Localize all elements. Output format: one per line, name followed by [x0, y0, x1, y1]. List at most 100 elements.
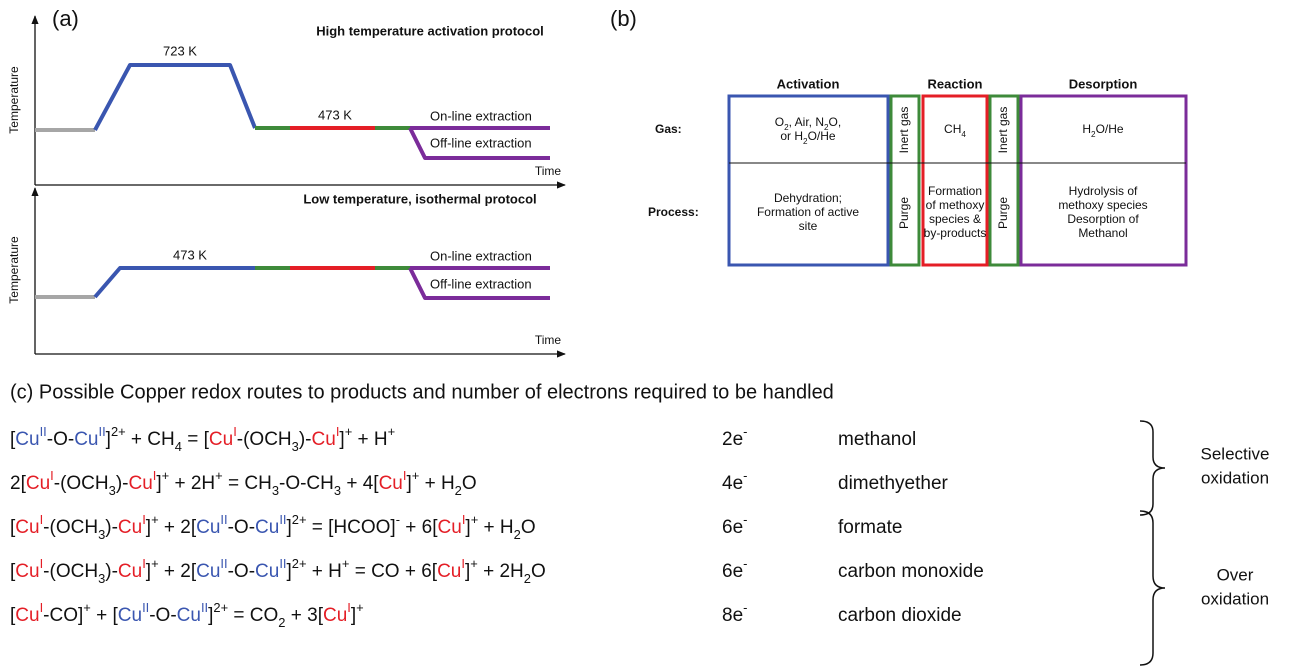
text-run: -O- — [149, 605, 176, 626]
text-run: ] — [146, 517, 151, 538]
text-run: 2+ — [213, 600, 228, 615]
text-run: 2 — [514, 527, 521, 542]
group-label: Over — [1217, 565, 1254, 584]
product-name: dimethyether — [838, 473, 949, 494]
activation-box — [727, 94, 890, 267]
text-run: + 2[ — [159, 517, 197, 538]
activation-segment — [93, 63, 257, 131]
text-run: ] — [156, 473, 161, 494]
text-run: ] — [287, 517, 292, 538]
cell-text: Inert gas — [897, 107, 911, 154]
text-run: , Air, N — [789, 115, 824, 129]
text-run: + — [151, 512, 159, 527]
temperature-label: 473 K — [318, 107, 352, 122]
text-run: + — [356, 600, 364, 615]
brace — [1139, 420, 1166, 516]
text-run: -O-CH — [279, 473, 334, 494]
text-run: 6e — [722, 517, 743, 538]
text-run: 2e — [722, 429, 743, 450]
purge-box — [889, 94, 921, 267]
text-run: Cu — [323, 605, 347, 626]
protocol-table: Gas: Process: — [648, 94, 1188, 267]
extraction-segment — [408, 126, 550, 160]
y-axis-label: Temperature — [7, 66, 21, 134]
text-run: Cu — [196, 561, 220, 582]
text-run: -(OCH — [43, 561, 98, 582]
text-run: I — [40, 512, 44, 527]
text-run: + H — [352, 429, 387, 450]
text-run: Formation of active — [757, 205, 859, 219]
text-run: 3 — [98, 571, 105, 586]
text-run: Cu — [438, 517, 462, 538]
text-run: Cu — [196, 517, 220, 538]
text-run: 2 — [1091, 130, 1096, 139]
row-label: Process: — [648, 205, 699, 219]
text-run: I — [462, 512, 466, 527]
text-run: ] — [465, 517, 470, 538]
text-run: methoxy species — [1058, 198, 1147, 212]
text-run: + 6[ — [400, 517, 438, 538]
text-run: = [HCOO] — [307, 517, 396, 538]
text-run: )- — [105, 561, 118, 582]
text-run: ] — [406, 473, 411, 494]
text-run: or H — [780, 129, 803, 143]
text-run: Cu — [255, 561, 279, 582]
text-run: II — [201, 600, 208, 615]
extraction-label: Off-line extraction — [430, 135, 532, 150]
text-run: + H — [419, 473, 454, 494]
text-run: II — [220, 512, 227, 527]
extraction-label: Off-line extraction — [430, 276, 532, 291]
text-run: 2+ — [292, 556, 307, 571]
text-run: Cu — [255, 517, 279, 538]
equation: 2[CuI-(OCH3)-CuI]+ + 2H+ = CH3-O-CH3 + 4… — [10, 468, 477, 498]
text-run: -O- — [228, 517, 255, 538]
text-run: O — [462, 473, 477, 494]
text-run: + CH — [126, 429, 175, 450]
plot-title: High temperature activation protocol — [316, 23, 544, 38]
purge-box — [988, 94, 1020, 267]
text-run: + — [345, 424, 353, 439]
text-run: )- — [105, 517, 118, 538]
text-run: Cu — [118, 561, 142, 582]
text-run: + 2[ — [159, 561, 197, 582]
text-run: Cu — [118, 605, 142, 626]
product-name: carbon dioxide — [838, 605, 962, 626]
text-run: = CO + 6[ — [349, 561, 437, 582]
text-run: Cu — [437, 561, 461, 582]
cell-text: CH4 — [944, 122, 966, 138]
text-run: -O- — [228, 561, 255, 582]
text-run: 3 — [334, 483, 341, 498]
text-run: + — [83, 600, 91, 615]
text-run: I — [233, 424, 237, 439]
text-run: + — [412, 468, 420, 483]
text-run: Cu — [128, 473, 152, 494]
text-run: [ — [10, 605, 16, 626]
text-run: ] — [146, 561, 151, 582]
text-run: Formation — [928, 184, 982, 198]
column-header: Activation — [777, 76, 840, 91]
column-header: Desorption — [1069, 76, 1138, 91]
extraction-label: On-line extraction — [430, 248, 532, 263]
temperature-label: 723 K — [163, 43, 197, 58]
text-run: 3 — [292, 439, 299, 454]
text-run: Cu — [15, 605, 39, 626]
cell-text: methoxy species — [1058, 198, 1147, 212]
text-run: Cu — [15, 561, 39, 582]
electron-count: 6e- — [722, 512, 747, 538]
text-run: 3 — [98, 527, 105, 542]
text-run: species & — [929, 212, 981, 226]
text-run: Cu — [74, 429, 98, 450]
reaction-box — [921, 94, 989, 267]
cell-text: Purge — [897, 197, 911, 229]
text-run: + — [471, 512, 479, 527]
text-run: - — [743, 424, 747, 439]
x-axis-label: Time — [535, 164, 562, 178]
text-run: + H — [307, 561, 342, 582]
text-run: + — [388, 424, 396, 439]
extraction-label: On-line extraction — [430, 108, 532, 123]
text-run: - — [743, 468, 747, 483]
text-run: by-products — [924, 226, 987, 240]
text-run: II — [98, 424, 105, 439]
electron-count: 8e- — [722, 600, 747, 626]
text-run: 6e — [722, 561, 743, 582]
